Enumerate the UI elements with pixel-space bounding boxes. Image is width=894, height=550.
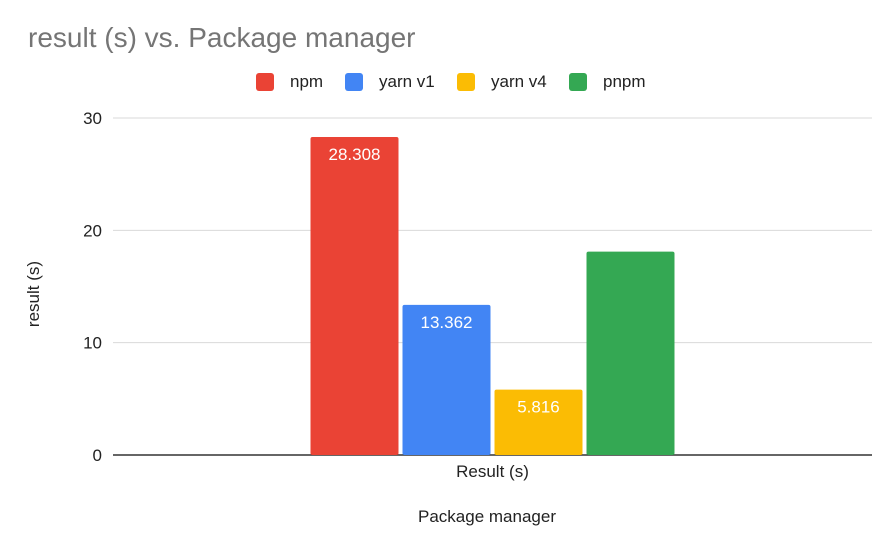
bar-yarn-v1 bbox=[402, 304, 491, 455]
legend-label-pnpm: pnpm bbox=[603, 72, 646, 91]
legend: npm yarn v1 yarn v4 pnpm bbox=[0, 70, 894, 94]
chart-title: result (s) vs. Package manager bbox=[28, 22, 416, 53]
legend-swatch-pnpm bbox=[569, 73, 587, 91]
legend-swatch-yarn-v1 bbox=[345, 73, 363, 91]
legend-swatch-npm bbox=[256, 73, 274, 91]
legend-item-pnpm[interactable]: pnpm bbox=[569, 70, 646, 94]
x-axis-title: Package manager bbox=[418, 507, 556, 526]
y-tick-label: 30 bbox=[83, 109, 102, 128]
data-label-yarn-v1: 13.362 bbox=[421, 313, 473, 332]
legend-label-yarn-v4: yarn v4 bbox=[491, 72, 547, 91]
bar-pnpm bbox=[586, 251, 675, 455]
y-tick-label: 20 bbox=[83, 221, 102, 240]
bar-yarn-v4 bbox=[494, 389, 583, 455]
data-label-npm: 28.308 bbox=[329, 145, 381, 164]
legend-item-npm[interactable]: npm bbox=[256, 70, 323, 94]
legend-label-yarn-v1: yarn v1 bbox=[379, 72, 435, 91]
legend-swatch-yarn-v4 bbox=[457, 73, 475, 91]
y-axis-title: result (s) bbox=[24, 260, 43, 328]
x-tick-label: Result (s) bbox=[456, 462, 529, 481]
bar-npm bbox=[310, 137, 399, 455]
data-label-yarn-v4: 5.816 bbox=[517, 398, 560, 417]
legend-item-yarn-v1[interactable]: yarn v1 bbox=[345, 70, 435, 94]
y-tick-label: 0 bbox=[93, 446, 102, 465]
legend-label-npm: npm bbox=[290, 72, 324, 91]
legend-item-yarn-v4[interactable]: yarn v4 bbox=[457, 70, 547, 94]
y-tick-label: 10 bbox=[83, 334, 102, 353]
